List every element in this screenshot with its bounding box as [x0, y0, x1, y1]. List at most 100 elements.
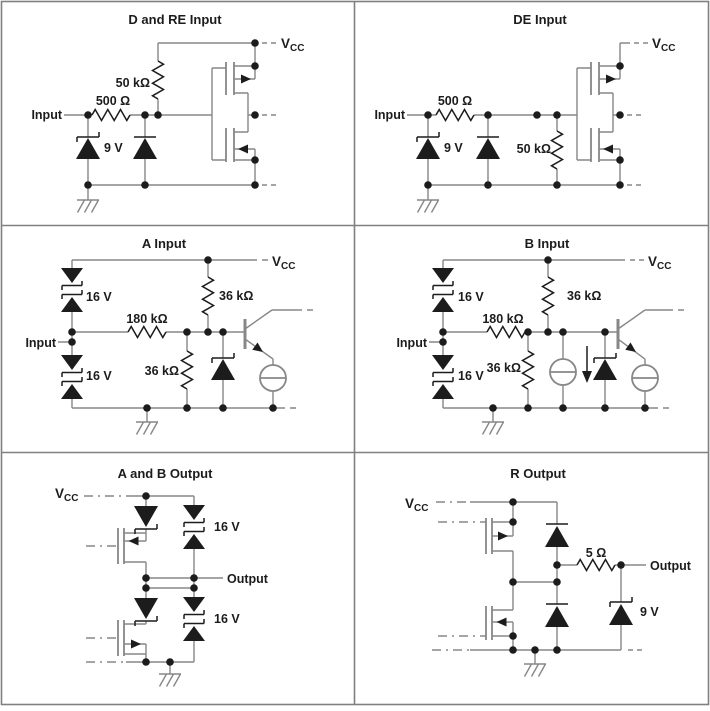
junction-dots — [509, 498, 625, 654]
clamp-16v-upper-label: 16 V — [458, 290, 484, 304]
panel-b-input: B Input 16 V 16 V Input 180 kΩ 36 kΩ 36 … — [396, 236, 684, 436]
clamp-16v-upper-label: 16 V — [86, 290, 112, 304]
nmos-arrow-icon — [131, 639, 141, 649]
current-direction-arrow-icon — [582, 346, 592, 383]
wires — [124, 495, 223, 674]
nmos-arrow-icon — [603, 144, 613, 154]
junction-dots — [84, 39, 259, 189]
pmos-arrow-icon — [606, 74, 616, 84]
junction-dots — [68, 256, 277, 412]
ground-icon — [416, 199, 440, 214]
clamp-16v-lower-label: 16 V — [458, 369, 484, 383]
panel-title: A and B Output — [118, 466, 214, 481]
input-label: Input — [396, 336, 427, 350]
resistor-36k-pulldown — [180, 350, 194, 390]
ground-icon — [523, 663, 547, 678]
ground-icon — [135, 421, 159, 436]
resistor-180k-label: 180 kΩ — [482, 312, 523, 326]
resistor-500-label: 500 Ω — [96, 94, 130, 108]
resistor-36k-pulldown-label: 36 kΩ — [145, 364, 179, 378]
diode — [476, 136, 500, 159]
resistor-500ohm — [91, 108, 131, 122]
zener-9v-label: 9 V — [104, 141, 123, 155]
zener-pair-16v-lower — [431, 354, 455, 400]
vcc-label: VCC — [405, 496, 428, 514]
resistor-36k-pullup — [541, 276, 555, 316]
pmos-arrow-icon — [128, 536, 139, 546]
resistor-180k — [486, 325, 526, 339]
junction-dots — [439, 256, 649, 412]
clamp-16v-lower-label: 16 V — [214, 612, 240, 626]
panel-title: A Input — [142, 236, 187, 251]
resistor-5ohm-label: 5 Ω — [586, 546, 606, 560]
resistor-36k-pullup-label: 36 kΩ — [567, 289, 601, 303]
junction-dots — [142, 492, 198, 666]
zener-9v-label: 9 V — [640, 605, 659, 619]
resistor-50k-label: 50 kΩ — [517, 142, 551, 156]
vcc-label: VCC — [648, 254, 671, 272]
input-label: Input — [374, 108, 405, 122]
wires — [429, 259, 684, 422]
zener-pair-16v-upper — [60, 267, 84, 313]
mosfet-plates — [485, 518, 493, 640]
mosfet-plates — [590, 62, 600, 162]
external-leads — [84, 495, 126, 663]
diode-upper — [545, 523, 569, 547]
resistor-36k-pullup-label: 36 kΩ — [219, 289, 253, 303]
panel-r-output: R Output VCC 5 Ω Output 9 V — [405, 466, 692, 678]
panel-de-input: DE Input 500 Ω Input 9 V 50 kΩ VCC — [374, 12, 675, 214]
mosfet-plates — [225, 62, 235, 162]
nmos-arrow-icon — [238, 144, 248, 154]
input-label: Input — [31, 108, 62, 122]
external-leads — [432, 501, 486, 651]
pmos-arrow-icon — [498, 531, 508, 541]
ground-icon — [76, 199, 100, 214]
panel-title: B Input — [525, 236, 570, 251]
zener-pair-16v-upper — [182, 504, 206, 550]
wires — [64, 42, 276, 200]
vcc-label: VCC — [281, 36, 304, 54]
ground-icon — [481, 421, 505, 436]
resistor-36k-pulldown — [521, 350, 535, 390]
panel-title: R Output — [510, 466, 566, 481]
wires — [58, 259, 313, 422]
zener-pair-16v-upper — [431, 267, 455, 313]
panel-a-input: A Input 16 V 16 V Input 180 kΩ 36 kΩ 36 … — [25, 236, 313, 436]
resistor-180k — [127, 325, 167, 339]
nmos-arrow-icon — [496, 617, 507, 627]
resistor-50k — [151, 60, 165, 100]
panel-ab-output: A and B Output VCC 16 V 16 V Output — [55, 466, 269, 688]
resistor-500-label: 500 Ω — [438, 94, 472, 108]
panel-title: DE Input — [513, 12, 567, 27]
vcc-label: VCC — [652, 36, 675, 54]
diode — [133, 136, 157, 159]
output-label: Output — [227, 572, 269, 586]
panel-d-re-input: D and RE Input 50 kΩ 500 Ω Input 9 V VCC — [31, 12, 304, 214]
resistor-36k-pullup — [201, 276, 215, 316]
resistor-5ohm — [576, 558, 616, 572]
junction-dots — [424, 62, 624, 189]
zener-9v-label: 9 V — [444, 141, 463, 155]
ground-icon — [158, 673, 182, 688]
bjt-emitter-arrow-icon — [252, 342, 266, 356]
resistor-50k — [550, 130, 564, 170]
resistor-500ohm — [435, 108, 475, 122]
current-source-bias — [549, 358, 577, 386]
output-label: Output — [650, 559, 692, 573]
clamp-16v-lower-label: 16 V — [86, 369, 112, 383]
input-label: Input — [25, 336, 56, 350]
current-source — [631, 364, 659, 392]
zener-pair-16v-lower — [60, 354, 84, 400]
resistor-36k-pulldown-label: 36 kΩ — [487, 361, 521, 375]
clamp-16v-upper-label: 16 V — [214, 520, 240, 534]
wires — [407, 42, 648, 200]
current-source — [259, 364, 287, 392]
vcc-label: VCC — [272, 254, 295, 272]
zener-pair-16v-lower — [182, 596, 206, 642]
resistor-50k-label: 50 kΩ — [116, 76, 150, 90]
vcc-label: VCC — [55, 486, 78, 504]
pmos-arrow-icon — [241, 74, 251, 84]
